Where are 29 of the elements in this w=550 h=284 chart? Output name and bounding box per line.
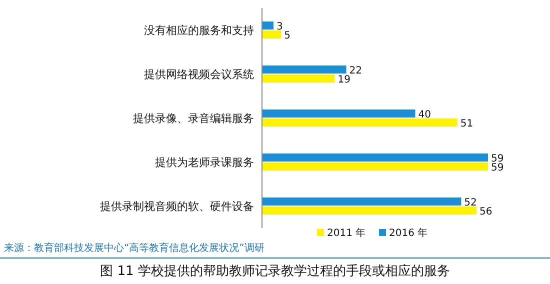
- data-label: 51: [460, 118, 474, 130]
- bar: [262, 162, 488, 170]
- y-tick-label: 提供录制视音频的软、硬件设备: [100, 200, 254, 213]
- bar: [262, 118, 458, 126]
- bar: [262, 30, 282, 38]
- data-label: 59: [491, 154, 504, 164]
- legend-label: 2016 年: [389, 227, 428, 239]
- source-note: 来源：教育部科技发展中心“高等教育信息化发展状况”调研: [4, 242, 264, 254]
- y-tick-label: 提供录像、录音编辑服务: [133, 112, 254, 125]
- data-label: 3: [276, 22, 283, 32]
- data-label: 40: [418, 110, 431, 120]
- data-label: 19: [338, 74, 351, 86]
- y-tick-label: 没有相应的服务和支持: [144, 24, 254, 37]
- y-tick-label: 提供网络视频会议系统: [144, 68, 254, 81]
- bar: [262, 74, 335, 82]
- legend-label: 2011 年: [327, 227, 366, 239]
- data-label: 22: [349, 66, 362, 76]
- y-tick-label: 提供为老师录课服务: [155, 156, 254, 169]
- bar: [262, 198, 462, 206]
- data-label: 56: [480, 206, 492, 218]
- bar: [262, 206, 477, 214]
- data-label: 59: [491, 162, 504, 174]
- bar: [262, 22, 274, 30]
- data-label: 5: [284, 30, 291, 42]
- data-label: 52: [464, 198, 477, 208]
- text: 图 11 学校提供的帮助教师记录教学过程的手段或相应的服务: [100, 263, 450, 279]
- bar: [262, 66, 346, 74]
- bar: [262, 154, 488, 162]
- bar: [262, 110, 416, 118]
